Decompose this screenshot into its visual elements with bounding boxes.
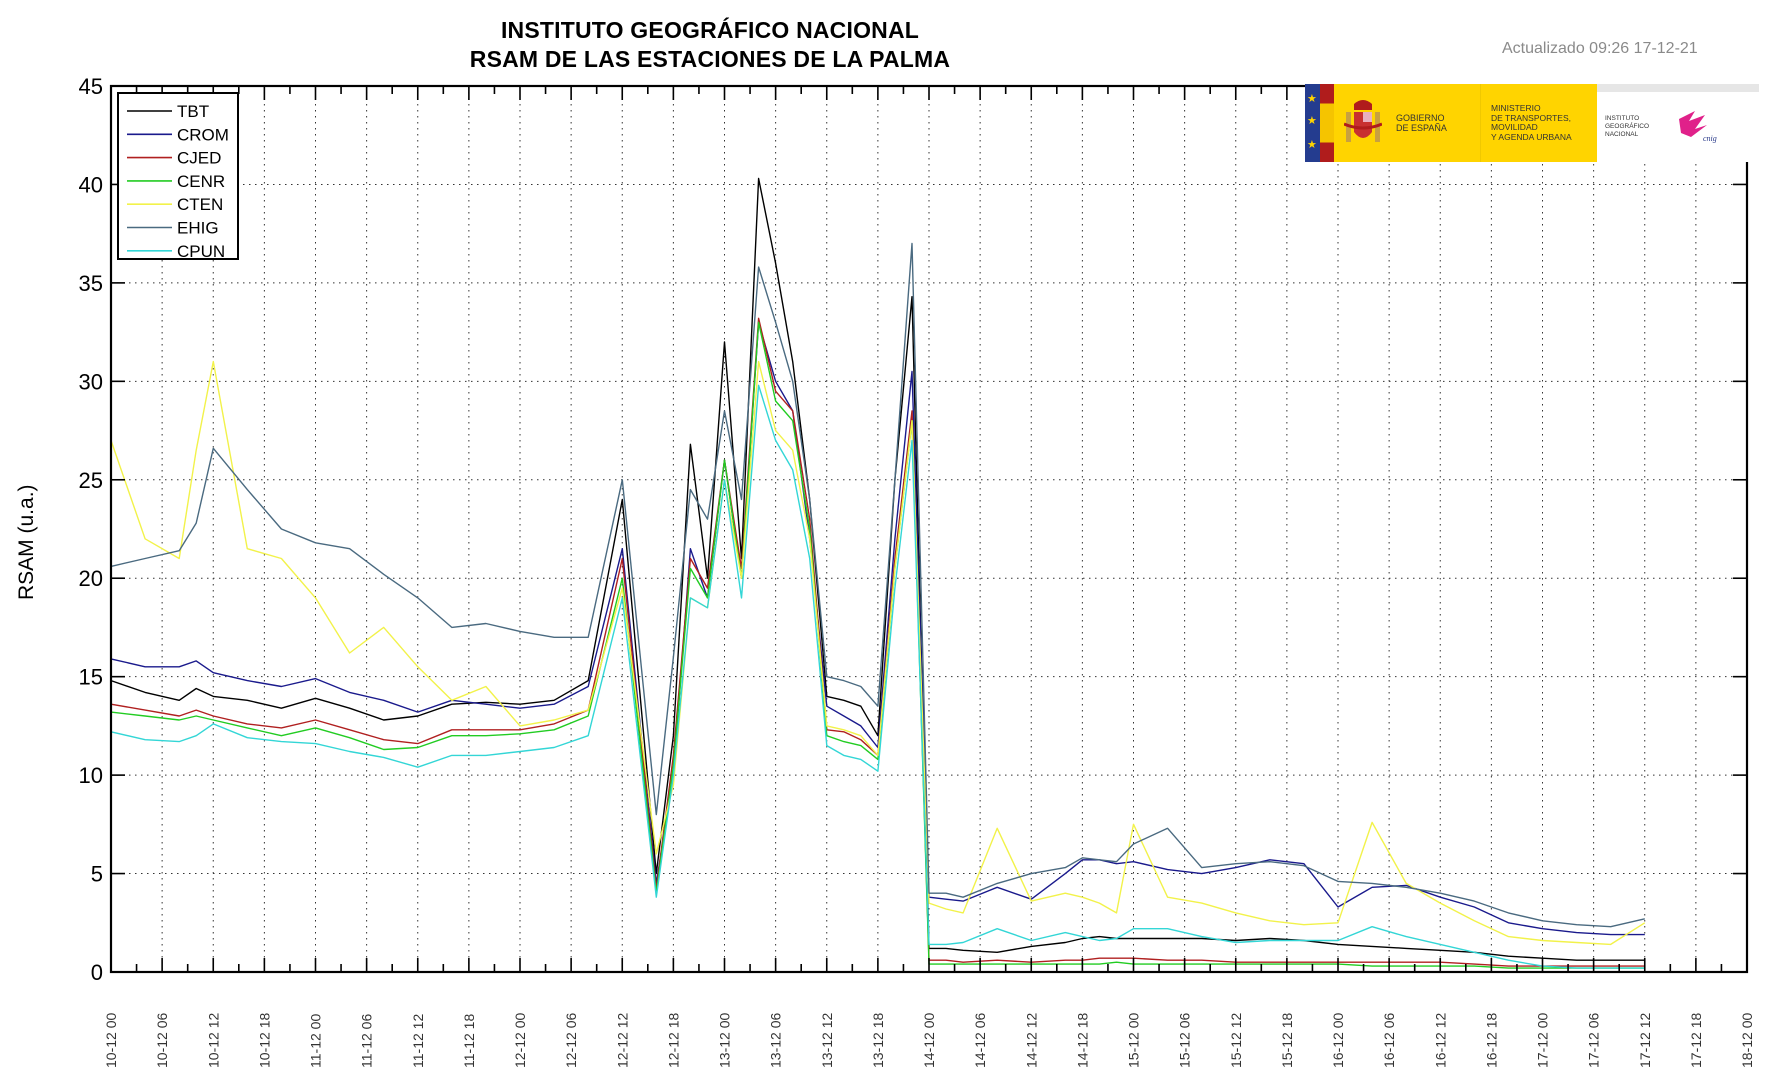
y-tick-label: 35 xyxy=(79,271,103,296)
x-tick-label: 18-12 00 xyxy=(1739,1013,1755,1068)
x-tick-label: 15-12 12 xyxy=(1228,1013,1244,1068)
x-tick-label: 11-12 12 xyxy=(410,1014,426,1068)
grid xyxy=(111,86,1747,972)
ign-line2: GEOGRÁFICO xyxy=(1605,123,1650,130)
x-tick-label: 13-12 00 xyxy=(717,1013,733,1068)
legend-label-crom: CROM xyxy=(177,125,229,144)
ministerio-line1: MINISTERIO xyxy=(1491,103,1541,113)
x-tick-label: 10-12 12 xyxy=(205,1013,221,1068)
x-tick-label: 11-12 18 xyxy=(461,1014,477,1068)
x-tick-label: 16-12 06 xyxy=(1381,1013,1397,1068)
x-tick-label: 16-12 18 xyxy=(1483,1013,1499,1068)
legend: TBT CROM CJED CENR CTEN EHIG CPUN xyxy=(117,92,239,261)
y-tick-label: 30 xyxy=(79,369,103,394)
y-tick-label: 5 xyxy=(91,862,103,887)
series-cjed xyxy=(110,317,1645,967)
series-crom xyxy=(110,321,1645,936)
legend-label-cenr: CENR xyxy=(177,172,225,191)
ign-logo: INSTITUTO GEOGRÁFICO NACIONAL cnig xyxy=(1597,84,1759,162)
government-logo-banner: ★ ★ ★ GOBIERNO DE ESPAÑA MINISTERIO DE T… xyxy=(1305,84,1759,162)
y-tick-label: 45 xyxy=(79,74,103,99)
x-tick-label: 12-12 00 xyxy=(512,1013,528,1068)
legend-label-cten: CTEN xyxy=(177,195,223,214)
series-ehig xyxy=(110,242,1645,928)
legend-label-cpun: CPUN xyxy=(177,242,225,261)
ministerio-line3: Y AGENDA URBANA xyxy=(1491,131,1572,142)
cnig-text: cnig xyxy=(1703,134,1717,143)
cnig-logo-icon: cnig xyxy=(1679,111,1717,143)
x-tick-label: 11-12 00 xyxy=(308,1014,324,1068)
y-tick-label: 20 xyxy=(79,566,103,591)
x-tick-label: 17-12 00 xyxy=(1535,1013,1551,1068)
x-tick-label: 12-12 18 xyxy=(665,1013,681,1068)
y-tick-label: 25 xyxy=(79,468,103,493)
y-tick-label: 15 xyxy=(79,665,103,690)
x-tick-label: 16-12 12 xyxy=(1432,1013,1448,1068)
x-tick-label: 14-12 12 xyxy=(1023,1013,1039,1068)
x-tick-label: 15-12 18 xyxy=(1279,1013,1295,1068)
x-tick-label: 13-12 18 xyxy=(870,1013,886,1068)
legend-label-cjed: CJED xyxy=(177,149,221,168)
ministerio-text: MINISTERIO DE TRANSPORTES, MOVILIDAD Y A… xyxy=(1480,84,1597,162)
legend-label-ehig: EHIG xyxy=(177,219,219,238)
x-tick-label: 15-12 06 xyxy=(1177,1013,1193,1068)
x-tick-label: 10-12 00 xyxy=(103,1013,119,1068)
ign-line3: NACIONAL xyxy=(1605,131,1639,138)
x-tick-label: 12-12 12 xyxy=(614,1013,630,1068)
x-tick-label: 17-12 06 xyxy=(1586,1013,1602,1068)
x-tick-label: 16-12 00 xyxy=(1330,1013,1346,1068)
ticks: 0 5 10 15 20 25 30 35 40 45 10-12 00 10-12 06 10-12 … xyxy=(79,74,1755,1068)
x-tick-label: 14-12 06 xyxy=(972,1013,988,1068)
x-tick-label: 10-12 18 xyxy=(256,1013,272,1068)
gobierno-text: GOBIERNO DE ESPAÑA xyxy=(1396,113,1447,133)
x-tick-label: 13-12 12 xyxy=(819,1013,835,1068)
ign-line1: INSTITUTO xyxy=(1605,115,1640,122)
x-tick-label: 11-12 06 xyxy=(359,1014,375,1068)
x-tick-label: 12-12 06 xyxy=(563,1013,579,1068)
x-tick-label: 15-12 00 xyxy=(1126,1013,1142,1068)
x-tick-label: 14-12 00 xyxy=(921,1013,937,1068)
series-tbt xyxy=(110,177,1645,961)
x-tick-label: 17-12 12 xyxy=(1637,1013,1653,1068)
coat-of-arms-icon xyxy=(1344,100,1382,142)
x-tick-label: 17-12 18 xyxy=(1688,1013,1704,1068)
series-lines xyxy=(110,177,1646,969)
gobierno-de-espana: GOBIERNO DE ESPAÑA xyxy=(1334,84,1480,162)
chart-title-line1: INSTITUTO GEOGRÁFICO NACIONAL xyxy=(500,17,920,43)
eu-flag-icon: ★ ★ ★ xyxy=(1305,84,1320,162)
chart-title-line2: RSAM DE LAS ESTACIONES DE LA PALMA xyxy=(469,46,951,72)
updated-timestamp: Actualizado 09:26 17-12-21 xyxy=(1502,40,1698,57)
series-cpun xyxy=(110,384,1645,969)
y-tick-label: 40 xyxy=(79,172,103,197)
series-cenr xyxy=(110,321,1645,969)
y-tick-label: 10 xyxy=(79,763,103,788)
series-cten xyxy=(110,360,1646,946)
ministerio-line2: DE TRANSPORTES, MOVILIDAD xyxy=(1491,112,1571,132)
y-tick-label: 0 xyxy=(91,960,103,985)
legend-label-tbt: TBT xyxy=(177,102,209,121)
x-tick-label: 14-12 18 xyxy=(1074,1013,1090,1068)
spain-flag-icon xyxy=(1320,84,1334,162)
x-tick-label: 13-12 06 xyxy=(768,1013,784,1068)
x-tick-label: 10-12 06 xyxy=(154,1013,170,1068)
